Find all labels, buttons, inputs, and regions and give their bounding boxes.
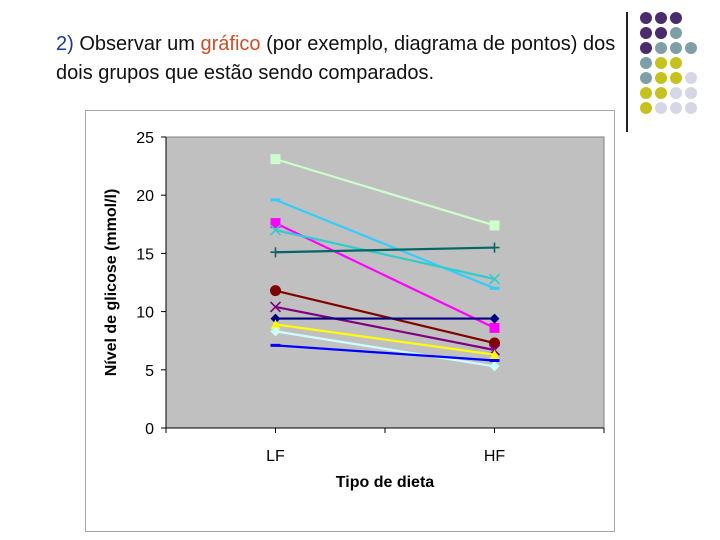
chart-container: 0 5 10 15 20 25 LF HF Tipo de dieta Nível de glic… bbox=[85, 110, 615, 532]
decor-dot bbox=[655, 102, 667, 114]
data-point bbox=[489, 242, 500, 253]
y-tick-label: 10 bbox=[136, 305, 154, 322]
series-line bbox=[275, 289, 495, 345]
decor-dot bbox=[685, 87, 697, 99]
series-line bbox=[275, 229, 495, 281]
decor-dot bbox=[670, 42, 682, 54]
data-point bbox=[489, 337, 500, 349]
data-point bbox=[270, 285, 281, 297]
y-tick-label: 20 bbox=[136, 188, 154, 205]
x-tick-label: LF bbox=[266, 448, 285, 465]
decor-dot bbox=[670, 27, 682, 39]
glucose-chart: 0 5 10 15 20 25 LF HF Tipo de dieta Nível de glic… bbox=[103, 130, 605, 491]
series-line bbox=[275, 305, 495, 352]
data-point bbox=[489, 313, 500, 324]
y-tick-label: 5 bbox=[145, 363, 154, 380]
decor-dot bbox=[655, 12, 667, 24]
decor-dot bbox=[655, 87, 667, 99]
x-axis-title: Tipo de dieta bbox=[336, 474, 434, 491]
decor-dot bbox=[670, 57, 682, 69]
data-point bbox=[489, 322, 500, 333]
decor-dot bbox=[640, 12, 652, 24]
heading-text-after: (por exemplo, diagrama de pontos) dos do… bbox=[56, 33, 616, 84]
y-tick-label: 0 bbox=[145, 421, 154, 438]
series-line bbox=[275, 330, 495, 368]
decor-dot bbox=[640, 27, 652, 39]
slide-heading: 2) Observar um gráfico (por exemplo, dia… bbox=[56, 30, 616, 88]
data-point bbox=[270, 247, 281, 258]
data-point bbox=[270, 326, 281, 337]
decor-dot bbox=[640, 102, 652, 114]
plot-area bbox=[165, 136, 605, 429]
data-point bbox=[488, 273, 501, 285]
decor-dot bbox=[685, 102, 697, 114]
series-line bbox=[275, 158, 495, 227]
data-point bbox=[269, 224, 282, 236]
decorative-divider bbox=[626, 12, 628, 132]
heading-number: 2) bbox=[56, 33, 74, 55]
series-line bbox=[275, 198, 495, 290]
decor-dot bbox=[670, 87, 682, 99]
x-tick-label: HF bbox=[484, 448, 506, 465]
data-point bbox=[270, 218, 281, 229]
series-line bbox=[275, 344, 495, 362]
decor-dot bbox=[670, 102, 682, 114]
decor-dot bbox=[640, 57, 652, 69]
series-line bbox=[275, 323, 495, 356]
y-tick-label: 15 bbox=[136, 246, 154, 263]
decor-dot bbox=[685, 72, 697, 84]
y-axis-title: Nível de glicose (mmol/l) bbox=[103, 189, 120, 377]
decor-dot bbox=[670, 12, 682, 24]
decor-dot bbox=[640, 87, 652, 99]
decorative-dot-grid bbox=[636, 8, 720, 118]
data-point bbox=[489, 361, 500, 372]
y-tick-label: 25 bbox=[136, 130, 154, 147]
decor-dot bbox=[640, 72, 652, 84]
decor-dot bbox=[655, 57, 667, 69]
decor-dot bbox=[670, 72, 682, 84]
decor-dot bbox=[655, 42, 667, 54]
series-line bbox=[275, 222, 495, 329]
decor-dot bbox=[685, 42, 697, 54]
decor-dot bbox=[655, 27, 667, 39]
series-line bbox=[275, 246, 495, 254]
decor-dot bbox=[655, 72, 667, 84]
data-point bbox=[489, 220, 500, 231]
heading-highlight: gráfico bbox=[200, 33, 261, 55]
data-point bbox=[270, 319, 281, 330]
data-point bbox=[270, 313, 281, 324]
data-point bbox=[270, 154, 281, 165]
data-point bbox=[489, 349, 500, 360]
data-point bbox=[269, 301, 282, 313]
heading-text-before: Observar um bbox=[79, 33, 195, 55]
decor-dot bbox=[640, 42, 652, 54]
